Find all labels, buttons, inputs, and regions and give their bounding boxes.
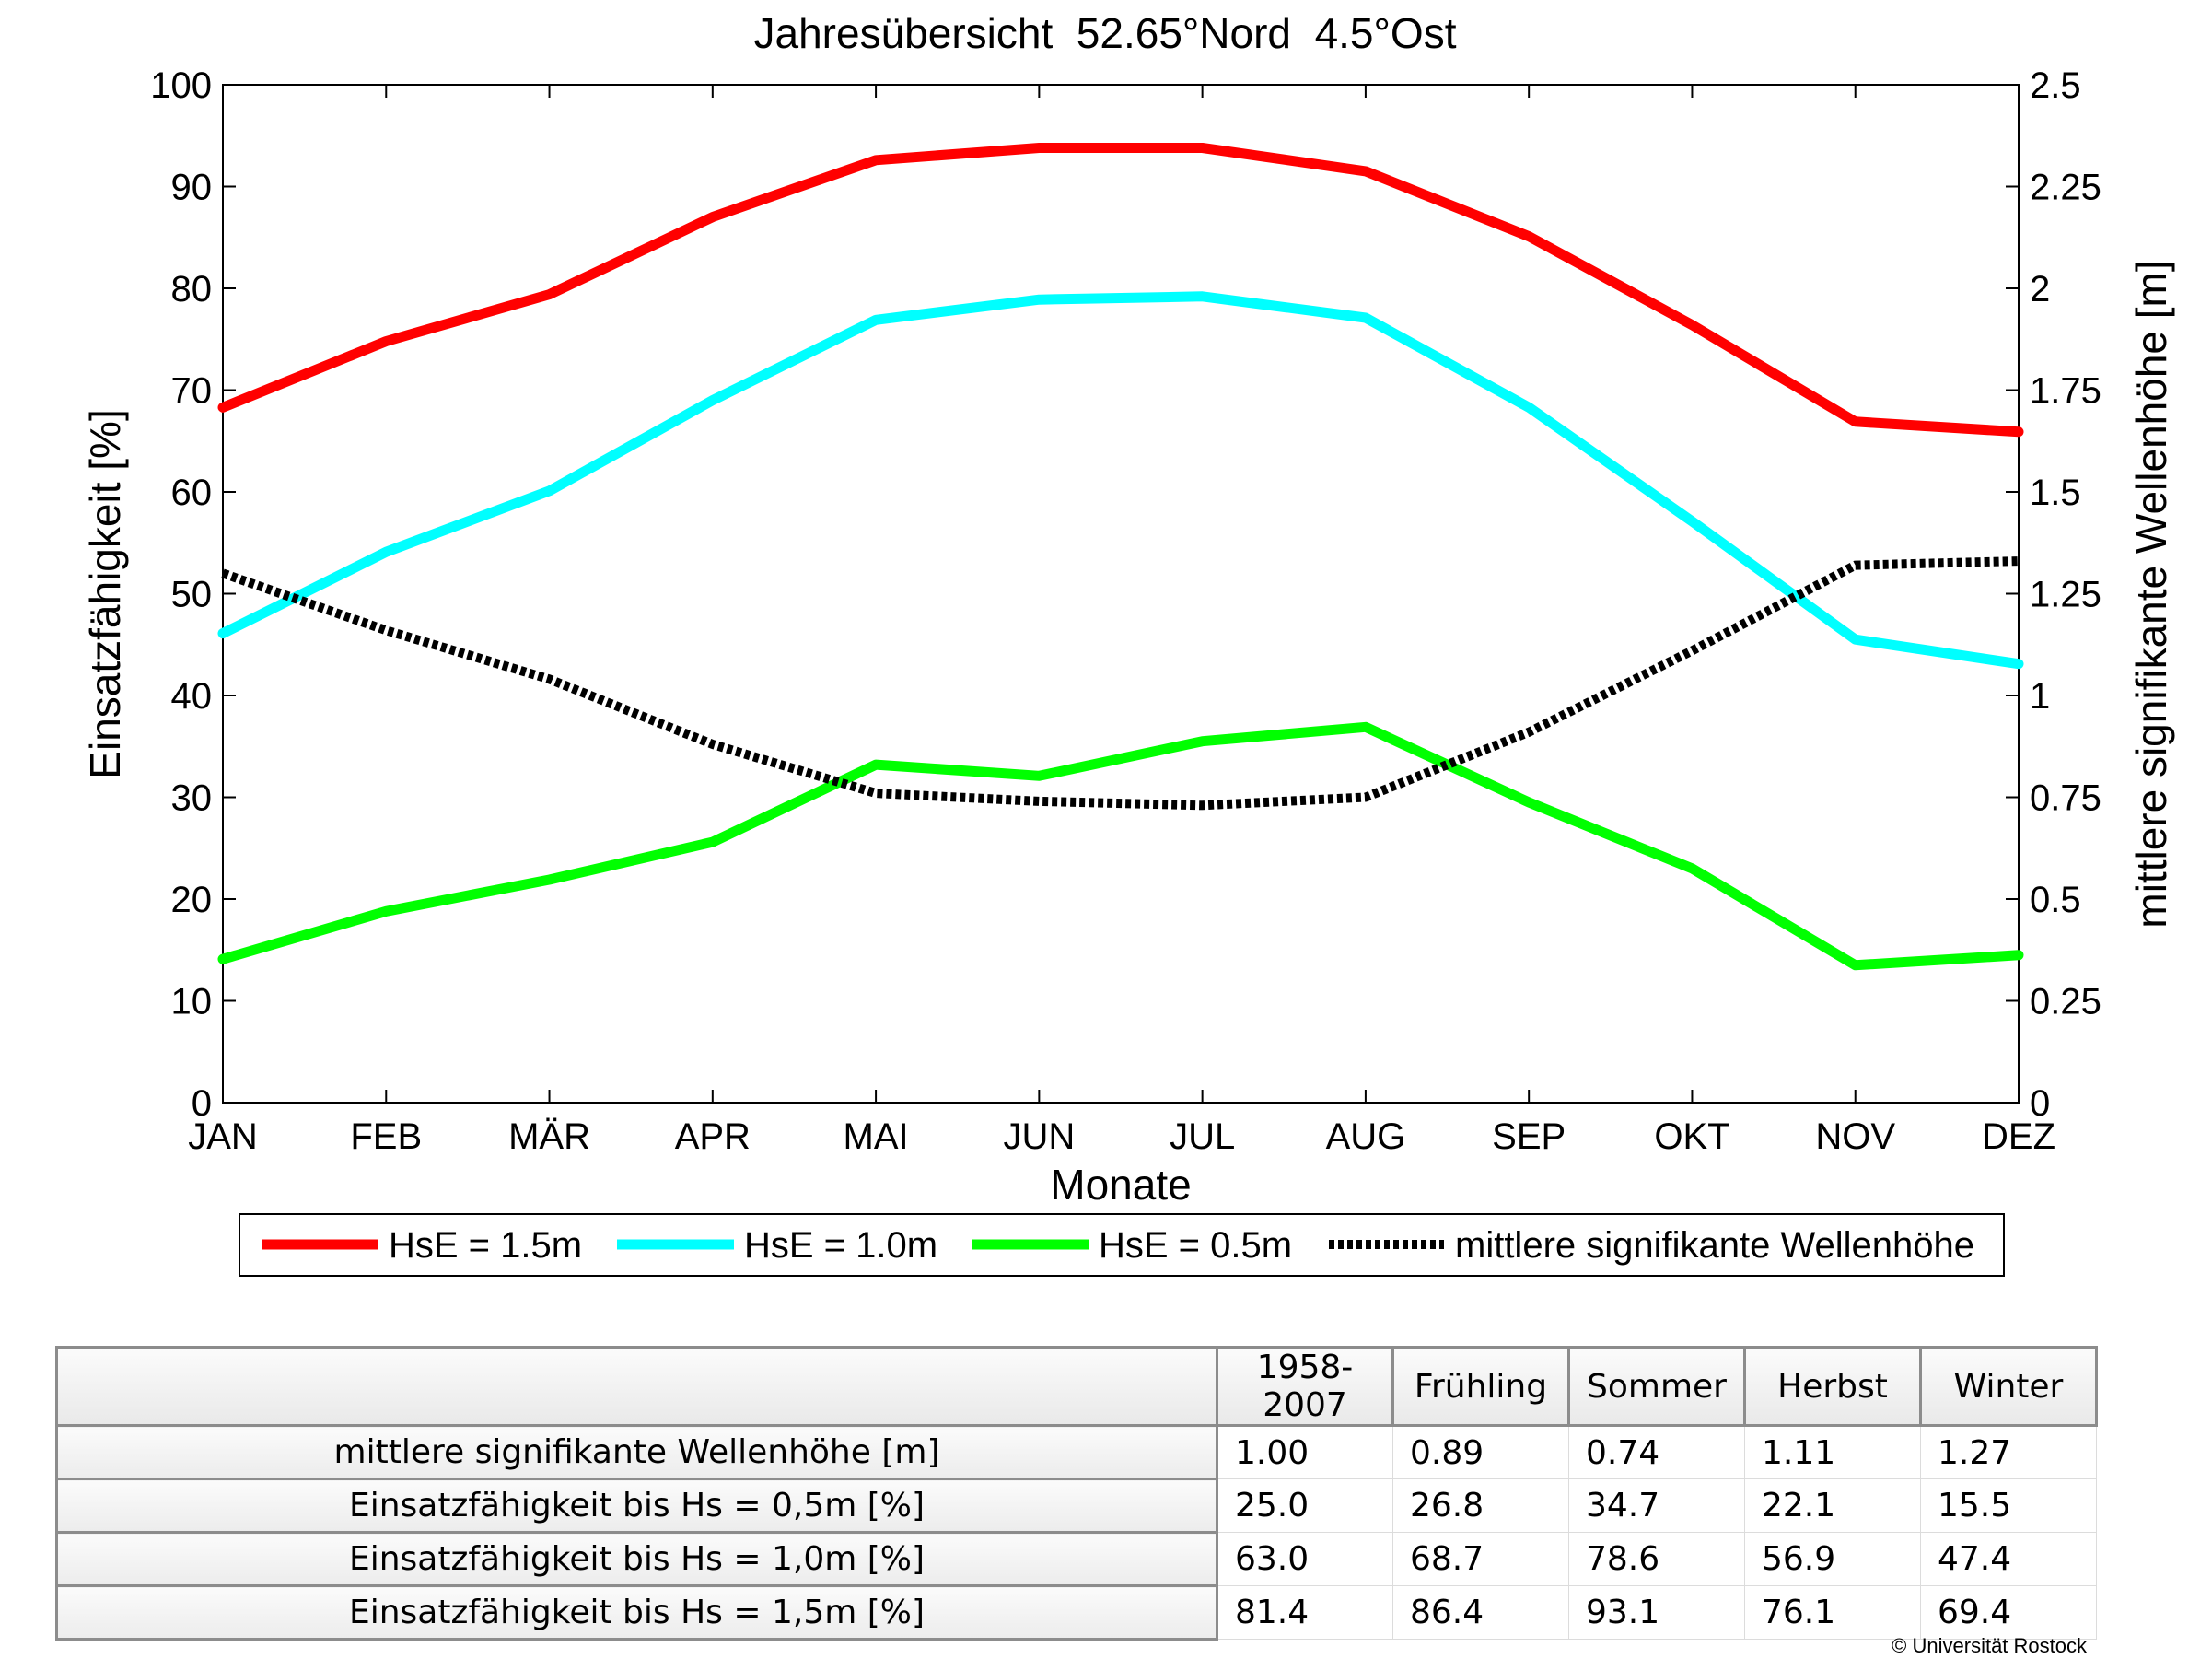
y-tick-label-left: 50 bbox=[171, 575, 213, 615]
x-tick-label: FEB bbox=[350, 1116, 422, 1157]
table-row-label: Einsatzfähigkeit bis Hs = 0,5m [%] bbox=[55, 1478, 1218, 1534]
y-tick-label-right: 2.5 bbox=[2030, 65, 2081, 106]
copyright-text: © Universität Rostock bbox=[1892, 1634, 2087, 1657]
table-cell: 56.9 bbox=[1744, 1532, 1921, 1586]
y-tick-label-left: 10 bbox=[171, 982, 213, 1022]
table-cell: 1.27 bbox=[1920, 1425, 2097, 1479]
x-axis-label: Monate bbox=[1050, 1161, 1191, 1209]
y-axis-right: 0 0.25 0.5 0.75 1 1.25 1.5 1.75 2 2.25 2.5 bbox=[2006, 65, 2101, 1124]
legend-label-1: HsE = 1.0m bbox=[744, 1225, 937, 1266]
y-tick-label-left: 80 bbox=[171, 269, 213, 310]
table-cell: 76.1 bbox=[1744, 1585, 1921, 1640]
table-cell: 26.8 bbox=[1392, 1478, 1569, 1533]
series-lines bbox=[217, 143, 2024, 971]
table-header-row: 1958-2007 Frühling Sommer Herbst Winter bbox=[55, 1346, 2098, 1427]
legend-box bbox=[239, 1213, 2005, 1277]
y-tick-label-right: 0.75 bbox=[2030, 778, 2101, 819]
x-tick-label: JAN bbox=[188, 1116, 258, 1157]
x-tick-label: NOV bbox=[1815, 1116, 1895, 1157]
x-tick-label: OKT bbox=[1654, 1116, 1729, 1157]
table-cell: 0.74 bbox=[1568, 1425, 1745, 1479]
y-tick-label-right: 1.75 bbox=[2030, 371, 2101, 412]
x-tick-label: JUL bbox=[1170, 1116, 1235, 1157]
x-tick-label: JUN bbox=[1003, 1116, 1075, 1157]
y-tick-label-left: 30 bbox=[171, 778, 213, 819]
y-tick-label-left: 100 bbox=[150, 65, 212, 106]
table-cell: 22.1 bbox=[1744, 1478, 1921, 1533]
series-line-3 bbox=[221, 556, 2020, 811]
x-tick-label: MAI bbox=[844, 1116, 909, 1157]
x-tick-label: MÄR bbox=[508, 1116, 590, 1157]
y-tick-label-right: 0.25 bbox=[2030, 982, 2101, 1022]
y-tick-label-left: 40 bbox=[171, 676, 213, 717]
legend-label-0: HsE = 1.5m bbox=[389, 1225, 582, 1266]
table-cell: 93.1 bbox=[1568, 1585, 1745, 1640]
y-axis-label-left: Einsatzfähigkeit [%] bbox=[81, 409, 129, 778]
table-header-cell: Winter bbox=[1919, 1346, 2098, 1427]
table-cell: 81.4 bbox=[1217, 1585, 1393, 1640]
chart-title: Jahresübersicht 52.65°Nord 4.5°Ost bbox=[754, 9, 1457, 57]
plot-area bbox=[222, 84, 2020, 1104]
x-axis: JAN FEB MÄR APR MAI JUN JUL AUG SEP OKT NOV DEZ bbox=[188, 85, 2055, 1157]
table-cell: 86.4 bbox=[1392, 1585, 1569, 1640]
statistics-table: 1958-2007 Frühling Sommer Herbst Winter … bbox=[55, 1346, 2098, 1641]
table-cell: 25.0 bbox=[1217, 1478, 1393, 1533]
table-cell: 78.6 bbox=[1568, 1532, 1745, 1586]
series-line-0 bbox=[217, 143, 2024, 438]
x-tick-label: AUG bbox=[1326, 1116, 1406, 1157]
legend: HsE = 1.5m HsE = 1.0m HsE = 0.5m mittlere s… bbox=[262, 1225, 1974, 1266]
y-tick-label-left: 60 bbox=[171, 473, 213, 513]
x-tick-label: APR bbox=[675, 1116, 751, 1157]
y-tick-label-right: 0.5 bbox=[2030, 880, 2081, 920]
table-cell: 63.0 bbox=[1217, 1532, 1393, 1586]
y-tick-label-right: 1.5 bbox=[2030, 473, 2081, 513]
table-cell: 68.7 bbox=[1392, 1532, 1569, 1586]
y-tick-label-right: 1 bbox=[2030, 676, 2050, 717]
table-row-label: Einsatzfähigkeit bis Hs = 1,0m [%] bbox=[55, 1531, 1218, 1587]
series-line-2 bbox=[217, 721, 2024, 971]
y-tick-label-left: 70 bbox=[171, 371, 213, 412]
table-row-label: Einsatzfähigkeit bis Hs = 1,5m [%] bbox=[55, 1584, 1218, 1641]
legend-label-2: HsE = 0.5m bbox=[1099, 1225, 1292, 1266]
table-cell: 1.11 bbox=[1744, 1425, 1921, 1479]
series-line-1 bbox=[217, 291, 2024, 670]
y-tick-label-right: 0 bbox=[2030, 1083, 2050, 1124]
chart: Jahresübersicht 52.65°Nord 4.5°Ost JAN FE… bbox=[81, 9, 2175, 1277]
table-header-cell: Sommer bbox=[1567, 1346, 1746, 1427]
legend-label-3: mittlere signifikante Wellenhöhe bbox=[1455, 1225, 1974, 1266]
table-header-cell: Frühling bbox=[1391, 1346, 1570, 1427]
y-tick-label-right: 1.25 bbox=[2030, 575, 2101, 615]
y-tick-label-right: 2 bbox=[2030, 269, 2050, 310]
x-tick-label: SEP bbox=[1492, 1116, 1566, 1157]
table-row: Einsatzfähigkeit bis Hs = 1,0m [%] 63.0 … bbox=[55, 1531, 2097, 1587]
table-row: Einsatzfähigkeit bis Hs = 0,5m [%] 25.0 … bbox=[55, 1478, 2097, 1534]
table-cell: 1.00 bbox=[1217, 1425, 1393, 1479]
table-header-cell: Herbst bbox=[1743, 1346, 1922, 1427]
table-header-cell: 1958-2007 bbox=[1216, 1346, 1394, 1427]
y-tick-label-left: 90 bbox=[171, 168, 213, 208]
table-cell: 34.7 bbox=[1568, 1478, 1745, 1533]
table-cell: 47.4 bbox=[1920, 1532, 2097, 1586]
table-row-label: mittlere signifikante Wellenhöhe [m] bbox=[55, 1424, 1218, 1480]
table-cell: 69.4 bbox=[1920, 1585, 2097, 1640]
table-cell: 15.5 bbox=[1920, 1478, 2097, 1533]
x-tick-label: DEZ bbox=[1982, 1116, 2055, 1157]
y-axis-left: 0 10 20 30 40 50 60 70 80 90 100 bbox=[150, 65, 236, 1124]
table-row: mittlere signifikante Wellenhöhe [m] 1.0… bbox=[55, 1424, 2097, 1480]
y-tick-label-right: 2.25 bbox=[2030, 168, 2101, 208]
table-header-cell bbox=[55, 1346, 1218, 1427]
table-row: Einsatzfähigkeit bis Hs = 1,5m [%] 81.4 … bbox=[55, 1584, 2097, 1641]
y-tick-label-left: 0 bbox=[192, 1083, 212, 1124]
y-tick-label-left: 20 bbox=[171, 880, 213, 920]
y-axis-label-right: mittlere signifikante Wellenhöhe [m] bbox=[2127, 260, 2175, 928]
table-cell: 0.89 bbox=[1392, 1425, 1569, 1479]
